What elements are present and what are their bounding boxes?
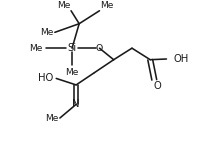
Text: Me: Me [40,28,54,37]
Text: Me: Me [56,1,70,10]
Text: Me: Me [65,68,78,77]
Text: Me: Me [100,1,113,10]
Text: O: O [153,81,160,91]
Text: N: N [72,99,79,109]
Text: HO: HO [37,73,53,83]
Text: Si: Si [67,43,76,53]
Text: O: O [95,44,103,53]
Text: Me: Me [45,114,59,122]
Text: Me: Me [29,44,42,53]
Text: OH: OH [173,54,188,64]
